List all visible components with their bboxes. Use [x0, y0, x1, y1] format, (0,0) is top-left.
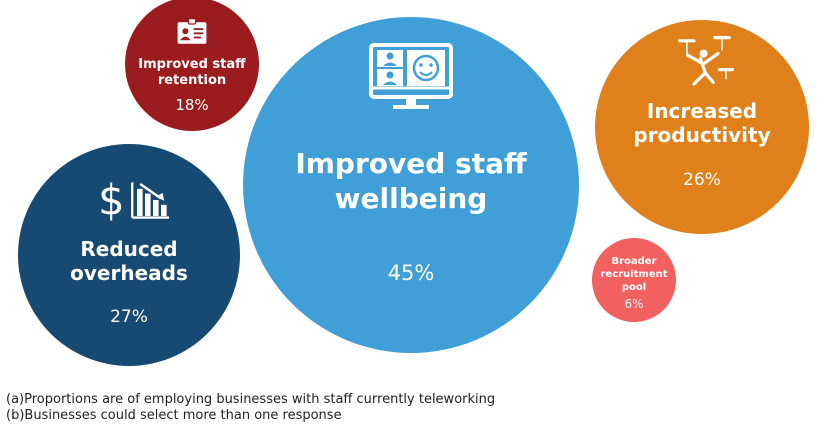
footnote-a: (a)Proportions are of employing business…: [6, 392, 496, 407]
juggling-icon: [678, 36, 734, 86]
bubble-circle: [595, 20, 809, 234]
bubble-value-label: 6%: [624, 297, 643, 311]
bubble-label-line: retention: [158, 73, 226, 88]
bubble-label-line: recruitment: [600, 269, 667, 280]
bubble-label-line: Increased: [647, 99, 757, 123]
bubble-circle: [243, 17, 579, 353]
bubble-value-label: 26%: [683, 170, 721, 190]
bubble-label-line: overheads: [70, 261, 188, 285]
bubble-circle: [18, 144, 240, 366]
svg-text:$: $: [98, 175, 124, 224]
bubble-value-label: 45%: [388, 261, 435, 285]
footnotes: (a)Proportions are of employing business…: [6, 392, 495, 424]
bubble-circle: [125, 0, 259, 131]
id-badge-icon: [177, 17, 207, 44]
bubble-value-label: 27%: [110, 307, 148, 327]
bubble-label-line: Improved staff: [138, 57, 246, 72]
bubble-label-line: Broader: [611, 256, 656, 267]
bubble-label-line: Reduced: [80, 237, 177, 261]
video-conference-icon: [369, 43, 453, 109]
bubble-label-line: productivity: [633, 123, 770, 147]
footnote-b: (b)Businesses could select more than one…: [6, 408, 342, 423]
bubble-label-line: wellbeing: [335, 182, 488, 215]
dollar-chart-down-icon: $: [98, 175, 170, 224]
bubble-label-line: Improved staff: [295, 147, 527, 180]
bubble-broader-recruitment-pool: Broader recruitment pool 6%: [592, 238, 676, 322]
bubble-circle: [592, 238, 676, 322]
bubble-value-label: 18%: [175, 96, 208, 114]
bubble-label-line: pool: [622, 282, 646, 293]
